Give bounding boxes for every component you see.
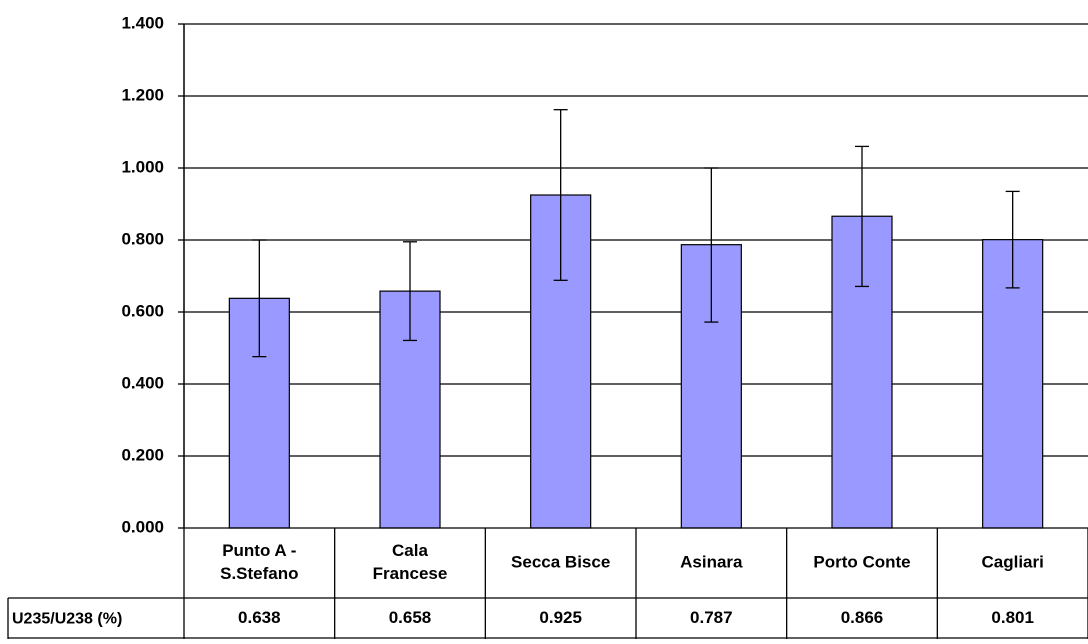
data-label: 0.925	[539, 608, 582, 627]
category-label: Asinara	[680, 552, 743, 571]
category-label: Secca Bisce	[511, 552, 610, 571]
data-label: 0.787	[690, 608, 733, 627]
y-tick-label: 0.200	[121, 445, 164, 464]
y-tick-label: 1.000	[121, 157, 164, 176]
y-tick-label: 1.200	[121, 85, 164, 104]
data-label: 0.658	[389, 608, 432, 627]
y-tick-label: 1.400	[121, 13, 164, 32]
y-tick-label: 0.000	[121, 517, 164, 536]
series-label: U235/U238 (%)	[12, 611, 122, 628]
data-label: 0.801	[991, 608, 1034, 627]
y-tick-label: 0.800	[121, 229, 164, 248]
category-label: Punto A -	[222, 541, 296, 560]
category-label: Porto Conte	[813, 552, 910, 571]
plot-area	[184, 24, 1088, 528]
data-label: 0.866	[841, 608, 884, 627]
category-label: Francese	[373, 564, 448, 583]
data-label: 0.638	[238, 608, 281, 627]
category-label: Cala	[392, 541, 428, 560]
y-tick-label: 0.400	[121, 373, 164, 392]
category-label: S.Stefano	[220, 564, 298, 583]
category-label: Cagliari	[981, 552, 1043, 571]
y-tick-label: 0.600	[121, 301, 164, 320]
